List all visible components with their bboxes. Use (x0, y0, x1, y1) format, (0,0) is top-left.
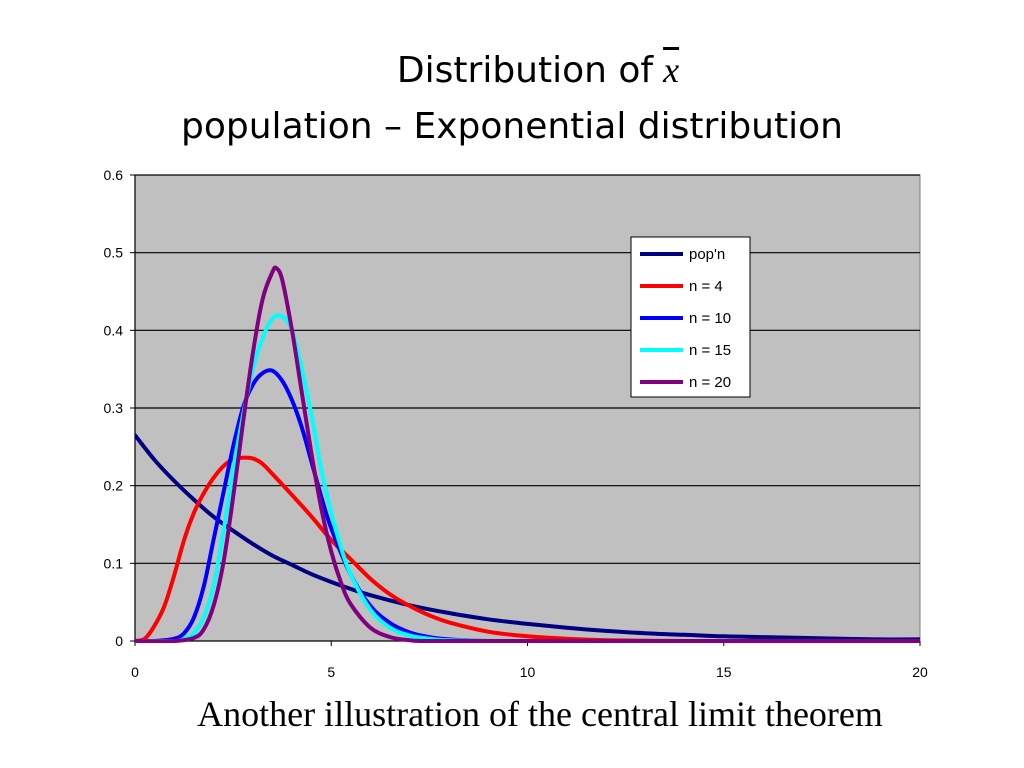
series-line-1 (135, 455, 920, 643)
x-tick-label: 5 (327, 664, 335, 680)
chart-title: Distribution of x population – Exponentia… (0, 42, 1024, 155)
x-tick-label: 10 (520, 664, 536, 680)
series-line-4 (135, 265, 920, 643)
legend-label: n = 20 (689, 374, 731, 391)
title-text: Distribution of (396, 50, 654, 91)
y-tick-label: 0.6 (104, 167, 124, 183)
x-tick-label: 20 (912, 664, 928, 680)
x-tick-label: 15 (716, 664, 732, 680)
y-tick-label: 0.3 (104, 400, 124, 416)
y-tick-label: 0 (115, 633, 123, 649)
title-line-2: population – Exponential distribution (181, 106, 843, 147)
caption: Another illustration of the central limi… (197, 694, 883, 734)
x-tick-label: 0 (131, 664, 139, 680)
legend-label: n = 10 (689, 310, 731, 327)
y-tick-label: 0.4 (104, 322, 124, 338)
title-line-1: Distribution of x (26, 42, 1024, 99)
y-tick-label: 0.5 (104, 245, 124, 261)
y-tick-label: 0.2 (104, 478, 124, 494)
legend-label: n = 15 (689, 342, 731, 359)
legend-label: n = 4 (689, 278, 723, 295)
legend-label: pop'n (689, 246, 725, 263)
legend: pop'n n = 4 n = 10 n = 15 n = 20 (630, 236, 751, 398)
x-bar-symbol: x (663, 50, 680, 90)
y-tick-label: 0.1 (104, 555, 124, 571)
